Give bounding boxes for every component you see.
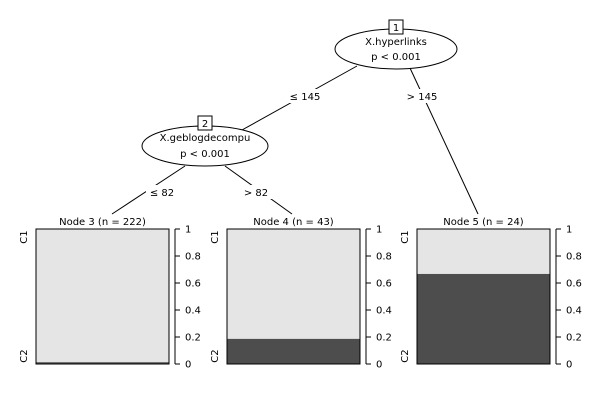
node-id: 2 bbox=[202, 119, 208, 130]
bar-c2 bbox=[417, 273, 550, 364]
node-variable: X.hyperlinks bbox=[365, 37, 427, 48]
axis-tick-label: 0.8 bbox=[185, 252, 201, 263]
edge-label-le-82: ≤ 82 bbox=[150, 188, 174, 199]
axis-tick-label: 0.4 bbox=[566, 306, 582, 317]
node-pvalue: p < 0.001 bbox=[371, 52, 421, 63]
panel-frame bbox=[226, 228, 361, 365]
class-label-bottom: C2 bbox=[19, 349, 30, 362]
axis-tick-label: 0.6 bbox=[566, 279, 582, 290]
axis-tick-label: 1 bbox=[376, 225, 382, 236]
panel-frame bbox=[35, 228, 170, 365]
terminal-node-4: Node 4 (n = 43) 0 0.2 0.4 0.6 0.8 1 C1 C2 bbox=[210, 217, 392, 371]
terminal-node-3: Node 3 (n = 222) 0 0.2 0.4 0.6 0.8 1 C1 C2 bbox=[19, 217, 201, 371]
axis-tick-label: 0.8 bbox=[566, 252, 582, 263]
axis-tick-label: 1 bbox=[566, 225, 572, 236]
axis-tick-label: 0.2 bbox=[566, 333, 582, 344]
class-label-top: C1 bbox=[210, 230, 221, 243]
terminal-title: Node 3 (n = 222) bbox=[59, 217, 146, 228]
terminal-title: Node 4 (n = 43) bbox=[253, 217, 334, 228]
class-label-bottom: C2 bbox=[210, 349, 221, 362]
axis-tick-label: 0 bbox=[376, 360, 382, 371]
axis-tick-label: 0.2 bbox=[376, 333, 392, 344]
node-id-box bbox=[197, 115, 213, 131]
edge-label-gt-145: > 145 bbox=[407, 92, 438, 103]
class-label-bottom: C2 bbox=[400, 349, 411, 362]
axis-tick-label: 0.8 bbox=[376, 252, 392, 263]
class-label-top: C1 bbox=[400, 230, 411, 243]
node-id-box bbox=[388, 19, 404, 35]
terminal-title: Node 5 (n = 24) bbox=[443, 217, 524, 228]
bar-c2 bbox=[227, 338, 360, 364]
node-ellipse bbox=[334, 28, 458, 70]
class-label-top: C1 bbox=[19, 230, 30, 243]
panel-frame bbox=[416, 228, 551, 365]
bar-c1 bbox=[36, 229, 169, 364]
node-id: 1 bbox=[393, 23, 399, 34]
bar-c2 bbox=[36, 362, 169, 364]
axis-tick-label: 0.4 bbox=[185, 306, 201, 317]
axis-tick-label: 0.4 bbox=[376, 306, 392, 317]
axis-tick-label: 0.2 bbox=[185, 333, 201, 344]
node-pvalue: p < 0.001 bbox=[180, 149, 230, 160]
terminal-node-5: Node 5 (n = 24) 0 0.2 0.4 0.6 0.8 1 C1 C2 bbox=[400, 217, 582, 371]
edge-label-gt-82: > 82 bbox=[244, 188, 268, 199]
axis-tick-label: 0.6 bbox=[376, 279, 392, 290]
inner-node-1: 1 X.hyperlinks p < 0.001 bbox=[334, 19, 458, 70]
axis-tick-label: 0.6 bbox=[185, 279, 201, 290]
edge-label-le-145: ≤ 145 bbox=[290, 92, 321, 103]
inner-node-2: 2 X.geblogdecompu p < 0.001 bbox=[141, 115, 269, 167]
axis-tick-label: 0 bbox=[185, 360, 191, 371]
node-variable: X.geblogdecompu bbox=[160, 133, 251, 144]
node-ellipse bbox=[141, 125, 269, 167]
axis-tick-label: 1 bbox=[185, 225, 191, 236]
axis-tick-label: 0 bbox=[566, 360, 572, 371]
